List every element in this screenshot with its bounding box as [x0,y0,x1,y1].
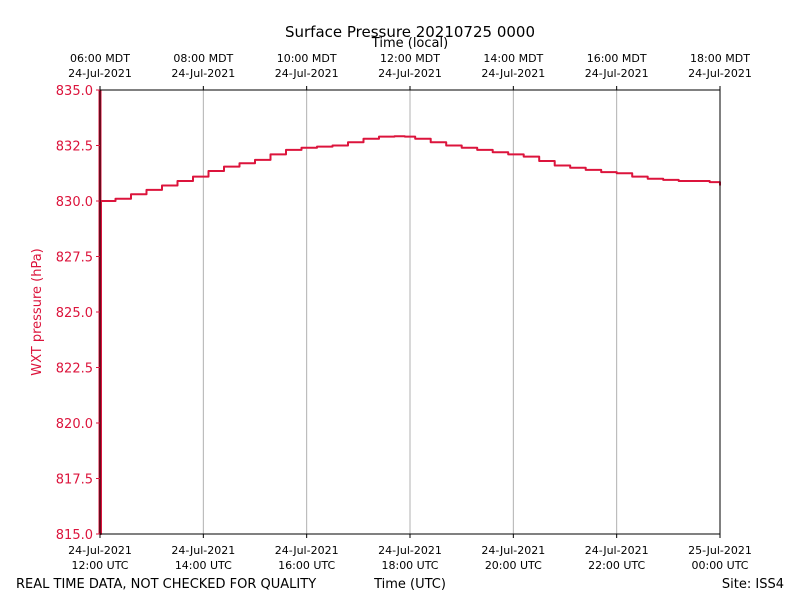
x-tick-time: 12:00 UTC [71,559,128,572]
x-axis-label: Time (UTC) [373,577,446,592]
x-tick-time: 22:00 UTC [588,559,645,572]
x-tick-date: 24-Jul-2021 [68,544,132,557]
y-tick-label: 820.0 [56,417,93,432]
x-top-tick-date: 24-Jul-2021 [481,67,545,80]
x-tick-date: 24-Jul-2021 [378,544,442,557]
x-tick-date: 24-Jul-2021 [171,544,235,557]
x-tick-time: 20:00 UTC [485,559,542,572]
x-top-tick-time: 14:00 MDT [483,52,543,65]
x-top-tick-date: 24-Jul-2021 [688,67,752,80]
y-tick-label: 825.0 [56,306,93,321]
grid-lines [202,90,618,534]
x-tick-date: 24-Jul-2021 [585,544,649,557]
y-tick-label: 817.5 [56,473,93,488]
x-top-tick-time: 12:00 MDT [380,52,440,65]
x-top-tick-time: 08:00 MDT [173,52,233,65]
y-tick-label: 832.5 [56,140,93,155]
y-tick-label: 827.5 [56,251,93,266]
pressure-series-line [100,135,721,535]
x-top-tick-date: 24-Jul-2021 [171,67,235,80]
chart-title: Surface Pressure 20210725 0000 [285,23,535,41]
x-top-tick-date: 24-Jul-2021 [585,67,649,80]
x-tick-time: 00:00 UTC [691,559,748,572]
x-tick-time: 16:00 UTC [278,559,335,572]
x-tick-time: 14:00 UTC [175,559,232,572]
x-axis-top-label: Time (local) [371,36,448,51]
x-top-tick-date: 24-Jul-2021 [378,67,442,80]
y-tick-label: 822.5 [56,362,93,377]
site-label: Site: ISS4 [722,577,784,592]
x-top-tick-date: 24-Jul-2021 [68,67,132,80]
x-axis-top: 06:00 MDT 24-Jul-2021 08:00 MDT 24-Jul-2021… [68,52,752,90]
x-top-tick-time: 06:00 MDT [70,52,130,65]
y-tick-label: 815.0 [56,528,93,543]
x-tick-date: 25-Jul-2021 [688,544,752,557]
y-tick-label: 835.0 [56,84,93,99]
x-top-tick-time: 16:00 MDT [587,52,647,65]
x-top-tick-time: 10:00 MDT [277,52,337,65]
x-top-tick-date: 24-Jul-2021 [275,67,339,80]
y-axis: 835.0 832.5 830.0 827.5 825.0 822.5 820.0 817.5… [56,84,100,543]
x-tick-date: 24-Jul-2021 [275,544,339,557]
x-top-tick-time: 18:00 MDT [690,52,750,65]
x-tick-date: 24-Jul-2021 [481,544,545,557]
x-axis-bottom: 24-Jul-2021 12:00 UTC 24-Jul-2021 14:00 UTC… [68,534,752,572]
quality-disclaimer: REAL TIME DATA, NOT CHECKED FOR QUALITY [16,577,316,592]
y-tick-label: 830.0 [56,195,93,210]
x-tick-time: 18:00 UTC [381,559,438,572]
y-axis-label: WXT pressure (hPa) [30,248,45,376]
